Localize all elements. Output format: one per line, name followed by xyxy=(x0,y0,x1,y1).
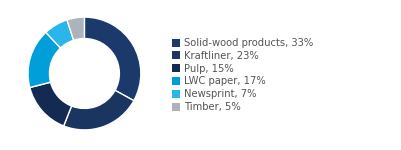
Wedge shape xyxy=(46,20,73,48)
Legend: Solid-wood products, 33%, Kraftliner, 23%, Pulp, 15%, LWC paper, 17%, Newsprint,: Solid-wood products, 33%, Kraftliner, 23… xyxy=(171,38,313,112)
Wedge shape xyxy=(28,32,60,88)
Wedge shape xyxy=(84,17,140,101)
Wedge shape xyxy=(30,82,71,126)
Wedge shape xyxy=(63,90,134,130)
Wedge shape xyxy=(67,17,84,40)
